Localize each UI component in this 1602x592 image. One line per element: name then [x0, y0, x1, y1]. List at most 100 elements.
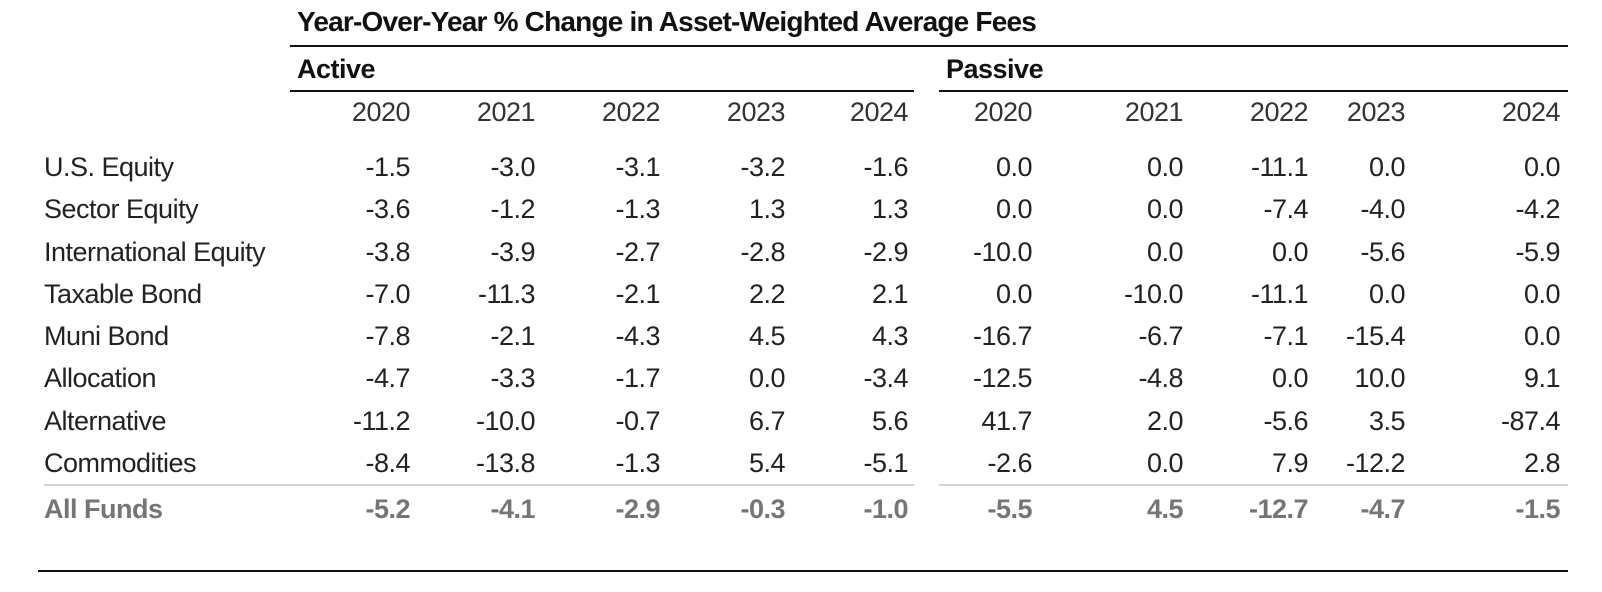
table-cell-active: 6.7: [748, 406, 786, 436]
table-cell-passive: 0.0: [1523, 152, 1561, 182]
total-row-label: All Funds: [44, 494, 163, 524]
table-cell-passive: -12.5: [972, 363, 1033, 393]
table-cell-active: -1.5: [365, 152, 410, 182]
table-cell-active: 1.3: [748, 194, 786, 224]
total-cell-active: -1.0: [863, 494, 908, 524]
table-cell-active: -1.7: [615, 363, 660, 393]
table-cell-passive: -10.0: [972, 237, 1033, 267]
table-cell-passive: -15.4: [1345, 321, 1406, 351]
table-cell-active: -10.0: [475, 406, 536, 436]
row-label: Muni Bond: [44, 321, 169, 351]
table-cell-active: 5.6: [871, 406, 909, 436]
table-cell-active: -3.4: [863, 363, 908, 393]
table-cell-active: 0.0: [748, 363, 786, 393]
table-cell-active: 4.5: [748, 321, 786, 351]
table-cell-passive: 10.0: [1354, 363, 1405, 393]
row-label: International Equity: [44, 237, 266, 267]
totals-separator-passive: [939, 484, 1568, 486]
table-cell-active: -0.7: [615, 406, 660, 436]
table-cell-passive: -87.4: [1500, 406, 1561, 436]
total-cell-passive: -1.5: [1515, 494, 1560, 524]
table-cell-passive: 2.8: [1523, 448, 1561, 478]
totals-separator-active: [44, 484, 914, 486]
passive-group-rule: [939, 90, 1568, 92]
title-rule: [290, 45, 1568, 47]
year-header-passive-2022: 2022: [1249, 97, 1309, 127]
table-cell-passive: 0.0: [1146, 448, 1184, 478]
table-cell-active: -3.8: [365, 237, 410, 267]
table-cell-active: -5.1: [863, 448, 908, 478]
table-cell-passive: 0.0: [995, 152, 1033, 182]
table-cell-passive: -7.1: [1263, 321, 1308, 351]
table-cell-active: -3.0: [490, 152, 535, 182]
row-label: U.S. Equity: [44, 152, 174, 182]
table-cell-passive: 0.0: [1368, 279, 1406, 309]
row-label: Sector Equity: [44, 194, 199, 224]
table-cell-active: -1.2: [490, 194, 535, 224]
table-cell-passive: -12.2: [1345, 448, 1406, 478]
table-cell-active: -11.2: [352, 406, 411, 436]
table-cell-active: -2.1: [615, 279, 660, 309]
table-cell-active: -4.3: [615, 321, 660, 351]
table-cell-passive: -5.6: [1263, 406, 1308, 436]
year-header-active-2020: 2020: [351, 97, 411, 127]
table-cell-passive: -6.7: [1138, 321, 1183, 351]
year-header-passive-2020: 2020: [973, 97, 1033, 127]
table-cell-active: -3.2: [740, 152, 785, 182]
table-cell-active: -1.3: [615, 448, 660, 478]
table-cell-passive: 0.0: [1523, 279, 1561, 309]
row-label: Alternative: [44, 406, 167, 436]
table-cell-passive: 0.0: [995, 279, 1033, 309]
table-cell-passive: 0.0: [1368, 152, 1406, 182]
table-cell-passive: -11.1: [1250, 152, 1309, 182]
table-cell-passive: -5.6: [1360, 237, 1405, 267]
year-header-passive-2021: 2021: [1124, 97, 1184, 127]
active-group-rule: [290, 90, 914, 92]
table-cell-passive: 0.0: [1146, 237, 1184, 267]
table-cell-passive: 0.0: [1146, 152, 1184, 182]
table-cell-active: -2.8: [740, 237, 785, 267]
table-cell-active: -3.9: [490, 237, 535, 267]
table-cell-active: -3.3: [490, 363, 535, 393]
table-cell-active: -4.7: [365, 363, 410, 393]
table-cell-passive: -7.4: [1263, 194, 1308, 224]
table-cell-passive: -2.6: [987, 448, 1032, 478]
year-header-passive-2024: 2024: [1501, 97, 1561, 127]
total-cell-passive: -12.7: [1248, 494, 1309, 524]
table-cell-active: -2.1: [490, 321, 535, 351]
table-cell-passive: 0.0: [995, 194, 1033, 224]
table-cell-active: -3.1: [615, 152, 660, 182]
table-cell-passive: 41.7: [981, 406, 1032, 436]
table-cell-active: -2.7: [615, 237, 660, 267]
year-header-active-2023: 2023: [726, 97, 786, 127]
table-cell-active: -1.3: [615, 194, 660, 224]
bottom-rule: [38, 570, 1568, 572]
total-cell-active: -5.2: [365, 494, 410, 524]
total-cell-passive: -4.7: [1360, 494, 1405, 524]
table-cell-active: -7.8: [365, 321, 410, 351]
table-cell-active: 1.3: [871, 194, 909, 224]
row-label: Commodities: [44, 448, 197, 478]
table-cell-active: -7.0: [365, 279, 410, 309]
group-label-passive: Passive: [946, 54, 1044, 84]
table-cell-passive: 0.0: [1523, 321, 1561, 351]
year-header-active-2024: 2024: [849, 97, 909, 127]
table-cell-active: 4.3: [871, 321, 909, 351]
table-cell-passive: -11.1: [1250, 279, 1309, 309]
table-cell-passive: -4.8: [1138, 363, 1183, 393]
table-cell-active: -8.4: [365, 448, 410, 478]
total-cell-active: -2.9: [615, 494, 660, 524]
table-cell-active: 2.1: [871, 279, 909, 309]
year-header-passive-2023: 2023: [1346, 97, 1406, 127]
table-cell-active: -13.8: [475, 448, 536, 478]
table-cell-passive: -4.0: [1360, 194, 1405, 224]
table-cell-passive: 7.9: [1271, 448, 1309, 478]
table-cell-passive: -4.2: [1515, 194, 1560, 224]
table-cell-passive: -5.9: [1515, 237, 1560, 267]
table-cell-active: 2.2: [748, 279, 786, 309]
row-label: Taxable Bond: [44, 279, 202, 309]
table-cell-active: -11.3: [477, 279, 536, 309]
table-cell-passive: 9.1: [1523, 363, 1561, 393]
group-label-active: Active: [297, 54, 376, 84]
table-cell-passive: 0.0: [1271, 237, 1309, 267]
